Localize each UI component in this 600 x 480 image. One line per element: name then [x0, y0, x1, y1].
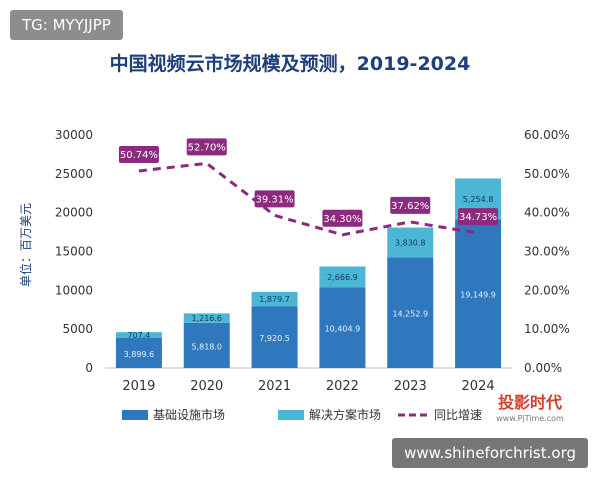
y-tick-label: 10000 [55, 283, 93, 297]
bar-label-solution: 3,830.8 [395, 238, 426, 247]
bar-solution [387, 227, 434, 258]
bar-label-infrastructure: 5,818.0 [191, 342, 222, 351]
bar-solution [115, 332, 162, 338]
bar-label-infrastructure: 3,899.6 [124, 350, 155, 359]
site-tag: www.shineforchrist.org [392, 438, 588, 468]
y-axis-label: 单位：百万美元 [18, 203, 33, 287]
bar-infrastructure [183, 322, 230, 368]
growth-label-box [322, 209, 363, 227]
y2-tick-label: 30.00% [524, 245, 570, 259]
bar-solution [319, 266, 366, 288]
bar-label-infrastructure: 14,252.9 [392, 310, 428, 319]
logo: 投影时代 www.PjTime.com [496, 393, 564, 423]
legend-label-infrastructure: 基础设施市场 [153, 407, 225, 422]
legend-label-growth: 同比增速 [434, 408, 482, 422]
y-tick-label: 15000 [55, 245, 93, 259]
logo-subtext: www.PjTime.com [496, 414, 564, 423]
legend-swatch-solution [278, 410, 304, 420]
bar-label-solution: 1,216.6 [191, 314, 222, 323]
bar-label-solution: 2,666.9 [327, 273, 358, 282]
logo-text: 投影时代 [498, 393, 562, 412]
bar-infrastructure [319, 287, 366, 368]
growth-label-box [186, 138, 227, 156]
growth-label-box [390, 196, 431, 214]
y2-tick-label: 0.00% [524, 361, 562, 375]
bar-infrastructure [115, 337, 162, 368]
x-tick-label: 2021 [258, 379, 291, 394]
x-tick-label: 2019 [122, 379, 155, 394]
growth-label-box [254, 190, 295, 208]
y-tick-label: 30000 [55, 128, 93, 142]
growth-label-box [458, 208, 499, 226]
growth-label: 39.31% [256, 194, 294, 205]
y-tick-label: 5000 [62, 322, 93, 336]
bar-label-solution: 1,879.7 [259, 295, 290, 304]
watermark-tag: TG: MYYJJPP [10, 10, 123, 40]
bar-infrastructure [387, 257, 434, 368]
legend-label-solution: 解决方案市场 [309, 407, 381, 422]
x-tick-label: 2024 [462, 379, 495, 394]
y-tick-label: 20000 [55, 206, 93, 220]
x-tick-label: 2020 [190, 379, 223, 394]
bar-label-solution: 5,254.8 [463, 195, 494, 204]
bar-solution [183, 313, 230, 323]
bar-label-infrastructure: 19,149.9 [460, 291, 496, 300]
growth-line [138, 161, 479, 237]
bar-label-infrastructure: 10,404.9 [325, 325, 361, 334]
y2-tick-label: 60.00% [524, 128, 570, 142]
growth-label: 50.74% [120, 150, 158, 161]
growth-label: 52.70% [188, 142, 226, 153]
bar-label-solution: 707.4 [127, 331, 150, 340]
bar-solution [251, 291, 298, 307]
y-tick-label: 25000 [55, 167, 93, 181]
bar-infrastructure [455, 219, 502, 368]
y2-tick-label: 50.00% [524, 167, 570, 181]
x-tick-label: 2023 [394, 379, 427, 394]
chart-title: 中国视频云市场规模及预测，2019-2024 [110, 52, 471, 75]
growth-label: 37.62% [391, 201, 429, 212]
legend-swatch-infrastructure [122, 410, 148, 420]
y2-tick-label: 10.00% [524, 322, 570, 336]
x-tick-label: 2022 [326, 379, 359, 394]
growth-label-box [118, 145, 159, 163]
y-tick-label: 0 [85, 361, 93, 375]
growth-label: 34.73% [459, 212, 497, 223]
growth-label: 34.30% [323, 214, 361, 225]
bar-label-infrastructure: 7,920.5 [259, 334, 290, 343]
y2-tick-label: 20.00% [524, 283, 570, 297]
bar-infrastructure [251, 306, 298, 368]
y2-tick-label: 40.00% [524, 206, 570, 220]
